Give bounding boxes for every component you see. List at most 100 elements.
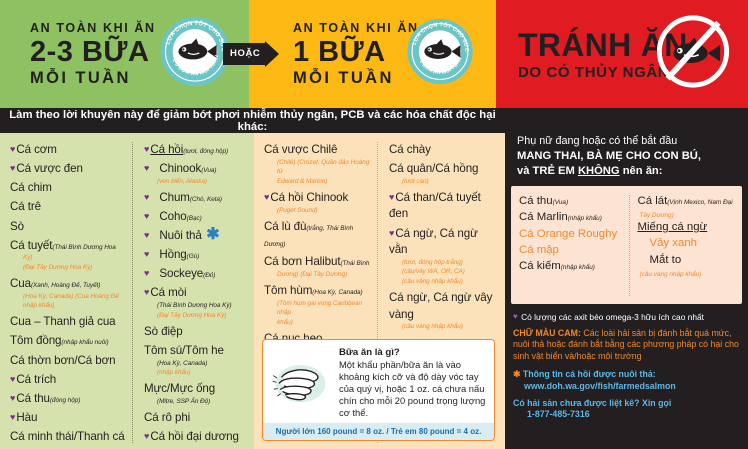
heart-icon: ♥ xyxy=(10,144,16,154)
fish-name-line: ♥Cá hồi(tươi, đóng hộp) xyxy=(144,141,248,158)
fish-note: (đóng hộp) xyxy=(49,396,81,404)
fish-list-item: ♥ Coho(Bạc) xyxy=(144,208,248,225)
heart-icon: ♥ xyxy=(513,311,518,321)
fish-name-line: ♥Cá hồi đại dương xyxy=(144,428,248,445)
avoid-fish-name-text: Cá kiếm xyxy=(519,260,561,273)
avoid-fish-name: Vây xanh xyxy=(638,237,739,251)
fish-name-line: Sò xyxy=(10,218,128,235)
heart-icon: ♥ xyxy=(10,163,16,174)
heart-icon: ♥ xyxy=(10,392,16,403)
fish-list-item: ♥Cá hồi(tươi, đóng hộp) xyxy=(144,141,248,158)
fish-list-item: Cá chim xyxy=(10,179,128,196)
fish-name: Nuôi thả xyxy=(159,229,202,243)
fish-name: Cá vược Chilê xyxy=(264,143,338,156)
fish-name-line: Cá trê xyxy=(10,198,128,215)
fish-name: Cá lù đù xyxy=(264,219,307,233)
fish-list-item: Cá ngừ, Cá ngừ vây vàng (câu vàng nhập kh… xyxy=(389,289,499,332)
fish-name: Cá trích xyxy=(16,372,57,386)
avoid-fish-name: Cá Orange Roughy xyxy=(519,228,629,242)
note-omega3: ♥ Có lượng các axit béo omega-3 hữu ích … xyxy=(513,312,740,323)
yellow-eyebrow: AN TOÀN KHI ĂN xyxy=(293,20,419,35)
avoid-list-item: Miếng cá ngừ xyxy=(638,221,739,235)
green-heading-text: AN TOÀN KHI ĂN 2-3 BỮA MỖI TUẦN xyxy=(0,20,156,87)
fish-subnote: (Thái Bình Dương Hoa Kỳ) xyxy=(157,302,232,310)
avoid-list-item: Cá kiếm(nhập khẩu) xyxy=(519,260,629,274)
yellow-subtitle: MỖI TUẦN xyxy=(293,69,394,87)
green-subtitle: MỖI TUẦN xyxy=(30,69,131,87)
fish-list-item: Cá tuyết(Thái Bình Dương Hoa Kỳ) (Đại Tây … xyxy=(10,237,128,273)
fish-name-line: ♥Cá hồi Chinook xyxy=(264,189,373,206)
asterisk-icon: ✱ xyxy=(206,226,220,244)
fish-name: Cá than/Cá tuyết đen xyxy=(389,190,481,221)
phone-number-link[interactable]: 1-877-485-7316 xyxy=(527,409,590,420)
fish-subnote: (câu vàng nhập khẩu) xyxy=(402,278,463,286)
green-eyebrow: AN TOÀN KHI ĂN xyxy=(30,20,156,35)
fish-name-line: Sò điệp xyxy=(144,323,248,340)
fish-subnote: Kỳ) xyxy=(23,254,33,262)
fish-name: Cá ngừ, Cá ngừ vằn xyxy=(389,226,478,257)
heart-icon: ♥ xyxy=(144,163,150,174)
avoid-fish-name-text: Vây xanh xyxy=(649,237,698,250)
farmed-salmon-url-link[interactable]: www.doh.wa.gov/fish/farmedsalmon xyxy=(524,380,676,391)
fish-note: (Thái Bình Dương Hoa xyxy=(52,243,116,251)
avoid-fish-note: (Vịnh Mexico, Nam Đại xyxy=(667,198,733,206)
fish-subnote: (Hoa Kỳ, Canada) xyxy=(157,359,208,367)
heart-icon: ♥ xyxy=(10,411,16,422)
asterisk-icon: ✱ xyxy=(513,368,521,379)
avoid-fish-note: (nhập khẩu) xyxy=(567,215,602,223)
green-title: 2-3 BỮA xyxy=(30,36,150,68)
fish-name: Coho xyxy=(159,209,187,223)
fish-name-line: Cá minh thái/Thanh cá xyxy=(10,428,128,445)
avoid-fish-note: (Vua) xyxy=(552,198,569,206)
fish-name-line: ♥ Chum(Chó, Keta) xyxy=(144,189,248,206)
meal-box-text: Bữa ăn là gì? Một khẩu phần/bữa ăn là và… xyxy=(339,347,486,419)
fish-name: Cá chim xyxy=(10,181,52,195)
fish-name: Cá minh thái/Thanh cá xyxy=(10,430,125,444)
fish-name-line: ♥Cá trích xyxy=(10,371,128,388)
fish-name-line: ♥Cá than/Cá tuyết đen xyxy=(389,189,499,222)
fish-name: Hàu xyxy=(16,410,38,424)
red-subtitle: DO CÓ THỦY NGÂN xyxy=(518,63,670,81)
fish-name-line: Cá tuyết(Thái Bình Dương Hoa xyxy=(10,237,128,254)
avoid-fish-panel: Cá thu(Vua) Cá Marlin(nhập khẩu) Cá Orange… xyxy=(511,185,742,304)
fish-subnote: (Hoa Kỳ, Canada) (Cua Hoàng Đế xyxy=(23,292,119,300)
column-divider-3 xyxy=(377,142,378,443)
fish-name: Cá trê xyxy=(10,200,41,214)
fish-list-item: Cá rô phi xyxy=(144,409,248,426)
fish-name-line: Cá bơn Halibut(Thái Bình xyxy=(264,253,373,270)
fish-name: Hồng xyxy=(159,248,187,262)
hand-illustration-wrap xyxy=(271,347,335,419)
fish-name: Tôm hùm xyxy=(264,284,313,298)
fish-list-item: ♥Cá vược đen xyxy=(10,160,128,177)
fish-list-item: Cá quân/Cá hồng (lưới cào) xyxy=(389,160,499,186)
avoid-fish-name: Cá mập xyxy=(519,244,629,258)
note-orange-text-legend: CHỮ MÀU CAM: Các loài hải sản bị đánh bắ… xyxy=(513,328,740,363)
meal-box-body: Một khẩu phần/bữa ăn là vào khoảng kích … xyxy=(339,358,486,418)
heart-icon: ♥ xyxy=(144,287,150,298)
fish-name-line: Cá lù đù(trắng, Thái Bình Dương) xyxy=(264,218,373,251)
or-arrow: HOẶC xyxy=(223,41,280,67)
fish-subnote: Edward & Marion) xyxy=(277,177,328,185)
fish-name-line: ♥Hàu xyxy=(10,409,128,426)
fish-name-line: ♥ Sockeye(Đỏ) xyxy=(144,265,248,282)
note-farmed-salmon: ✱ Thông tin cá hồi được nuôi thả: www.do… xyxy=(513,369,740,393)
fish-lists: ♥Cá cơm ♥Cá vược đen Cá chim Cá trê Sò Cá tuy… xyxy=(0,133,505,449)
fish-list-item: ♥ Chum(Chó, Keta) xyxy=(144,189,248,206)
fish-name-line: ♥Cá vược đen xyxy=(10,160,128,177)
fish-name: Cá chày xyxy=(389,143,431,156)
fish-note: (trắng, Thái Bình Dương) xyxy=(264,224,354,249)
fish-list-item: Cá thờn bơn/Cá bơn xyxy=(10,352,128,369)
avoid-list-item: Cá lát(Vịnh Mexico, Nam Đại Tây Dương) xyxy=(638,195,739,221)
fish-list-item: Cá chày xyxy=(389,141,499,158)
yellow-heading-text: AN TOÀN KHI ĂN 1 BỮA MỖI TUẦN xyxy=(249,20,419,87)
avoid-column-2: Cá lát(Vịnh Mexico, Nam Đại Tây Dương) Miế… xyxy=(628,194,739,296)
fish-note: (Gù) xyxy=(186,253,200,261)
fish-subnote: nhập khẩu) xyxy=(23,302,55,310)
avoid-fish-note: (nhập khẩu) xyxy=(560,264,595,272)
heart-icon: ♥ xyxy=(144,230,150,241)
panel-safe-2-3-meals: AN TOÀN KHI ĂN 2-3 BỮA MỖI TUẦN xyxy=(0,0,249,108)
fish-note: (Vua) xyxy=(201,167,217,175)
fish-name-line: Cá chày xyxy=(389,141,499,158)
fish-name: Tôm sú/Tôm he xyxy=(144,343,224,357)
